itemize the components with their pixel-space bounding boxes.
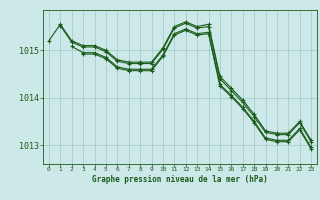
- X-axis label: Graphe pression niveau de la mer (hPa): Graphe pression niveau de la mer (hPa): [92, 175, 268, 184]
